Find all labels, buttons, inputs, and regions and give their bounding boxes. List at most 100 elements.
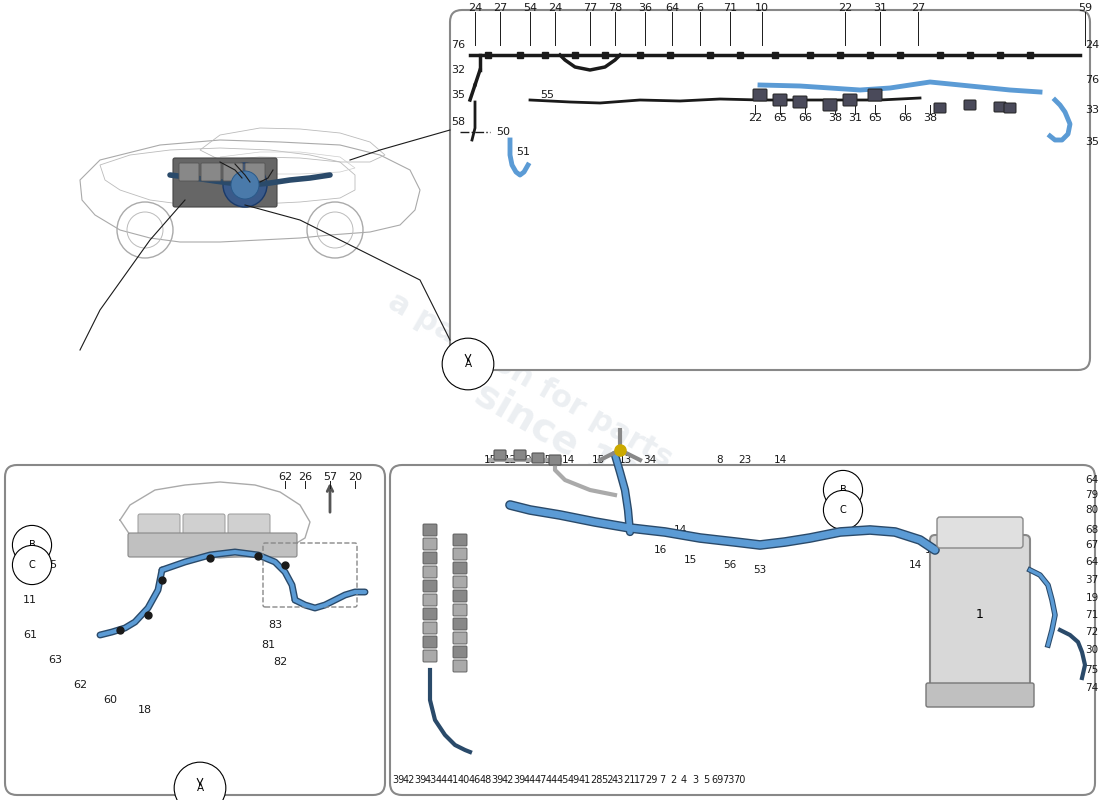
Text: 19: 19 (1086, 593, 1099, 603)
Text: 64: 64 (1086, 557, 1099, 567)
FancyBboxPatch shape (424, 622, 437, 634)
FancyBboxPatch shape (934, 103, 946, 113)
Text: 62: 62 (278, 472, 293, 482)
FancyBboxPatch shape (223, 163, 243, 181)
Text: 59: 59 (1078, 3, 1092, 13)
FancyBboxPatch shape (453, 618, 468, 630)
FancyBboxPatch shape (201, 163, 221, 181)
Text: 15: 15 (592, 455, 605, 465)
Text: 35: 35 (1085, 137, 1099, 147)
Text: 1: 1 (925, 545, 932, 555)
FancyBboxPatch shape (424, 538, 437, 550)
Text: 58: 58 (451, 117, 465, 127)
FancyBboxPatch shape (494, 450, 506, 460)
Text: 27: 27 (911, 3, 925, 13)
Text: 71: 71 (723, 3, 737, 13)
Text: 31: 31 (848, 113, 862, 123)
FancyBboxPatch shape (453, 562, 468, 574)
FancyBboxPatch shape (453, 632, 468, 644)
Circle shape (231, 171, 258, 199)
Text: 18: 18 (138, 705, 152, 715)
FancyBboxPatch shape (424, 580, 437, 592)
FancyBboxPatch shape (424, 524, 437, 536)
Text: a passion for parts: a passion for parts (383, 286, 678, 474)
Text: 12: 12 (504, 455, 517, 465)
Text: 23: 23 (738, 455, 751, 465)
FancyBboxPatch shape (453, 604, 468, 616)
Text: 8: 8 (717, 455, 724, 465)
Circle shape (223, 163, 267, 207)
FancyBboxPatch shape (138, 514, 180, 540)
Text: 15: 15 (683, 555, 696, 565)
Text: 57: 57 (323, 472, 337, 482)
FancyBboxPatch shape (1004, 103, 1016, 113)
Text: 74: 74 (1086, 683, 1099, 693)
Text: C: C (29, 560, 35, 570)
FancyBboxPatch shape (424, 594, 437, 606)
FancyBboxPatch shape (424, 552, 437, 564)
Text: 78: 78 (608, 3, 623, 13)
Text: A: A (464, 359, 472, 369)
Text: 42: 42 (403, 775, 415, 785)
Text: 64: 64 (1086, 475, 1099, 485)
FancyBboxPatch shape (453, 534, 468, 546)
Text: 83: 83 (268, 620, 282, 630)
Text: 67: 67 (1086, 540, 1099, 550)
Text: 15: 15 (538, 455, 551, 465)
FancyBboxPatch shape (450, 10, 1090, 370)
Text: 6: 6 (696, 3, 704, 13)
Text: B: B (29, 540, 35, 550)
Text: 22: 22 (838, 3, 853, 13)
Text: 14: 14 (773, 455, 786, 465)
FancyBboxPatch shape (424, 566, 437, 578)
FancyBboxPatch shape (424, 608, 437, 620)
Text: 38: 38 (923, 113, 937, 123)
Text: 20: 20 (348, 472, 362, 482)
Text: 81: 81 (261, 640, 275, 650)
Text: 32: 32 (451, 65, 465, 75)
Text: 66: 66 (798, 113, 812, 123)
FancyBboxPatch shape (6, 465, 385, 795)
Text: 71: 71 (1086, 610, 1099, 620)
Text: 14: 14 (561, 455, 574, 465)
Text: 65: 65 (773, 113, 786, 123)
Text: 44: 44 (436, 775, 448, 785)
Text: 76: 76 (451, 40, 465, 50)
Text: 28: 28 (590, 775, 602, 785)
FancyBboxPatch shape (754, 89, 767, 101)
Text: 48: 48 (480, 775, 492, 785)
FancyBboxPatch shape (245, 163, 265, 181)
Text: 72: 72 (1086, 627, 1099, 637)
Text: 47: 47 (535, 775, 547, 785)
Text: 56: 56 (724, 560, 737, 570)
Text: since 1985: since 1985 (469, 374, 691, 526)
Text: 42: 42 (502, 775, 514, 785)
Text: 30: 30 (1086, 645, 1099, 655)
Text: 75: 75 (1086, 665, 1099, 675)
FancyBboxPatch shape (926, 683, 1034, 707)
FancyBboxPatch shape (930, 535, 1030, 695)
Text: C: C (839, 505, 846, 515)
Text: 53: 53 (754, 565, 767, 575)
FancyBboxPatch shape (228, 514, 270, 540)
Text: 4: 4 (681, 775, 688, 785)
Text: 16: 16 (653, 545, 667, 555)
Text: 69: 69 (711, 775, 723, 785)
FancyBboxPatch shape (823, 99, 837, 111)
Text: 50: 50 (496, 127, 510, 137)
Text: 40: 40 (458, 775, 470, 785)
Text: 62: 62 (73, 680, 87, 690)
Text: 36: 36 (638, 3, 652, 13)
Text: 64: 64 (664, 3, 679, 13)
FancyBboxPatch shape (793, 96, 807, 108)
Text: 79: 79 (1086, 490, 1099, 500)
Text: B: B (839, 485, 846, 495)
FancyBboxPatch shape (390, 465, 1094, 795)
Text: 49: 49 (568, 775, 580, 785)
Text: 66: 66 (898, 113, 912, 123)
Text: 25: 25 (43, 560, 57, 570)
FancyBboxPatch shape (424, 650, 437, 662)
Text: 29: 29 (645, 775, 657, 785)
Text: 17: 17 (634, 775, 646, 785)
Text: 82: 82 (273, 657, 287, 667)
